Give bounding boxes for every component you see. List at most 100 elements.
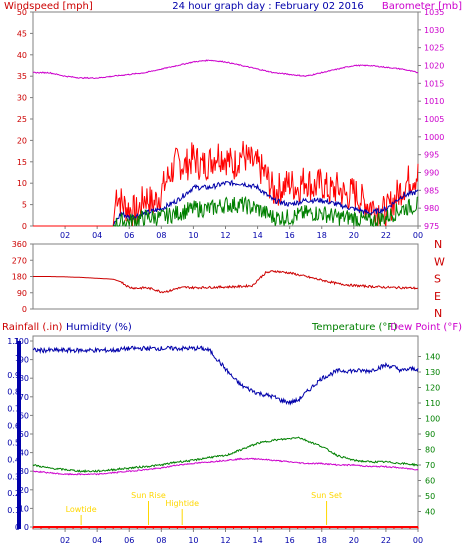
x-tick-label: 00 (413, 231, 423, 240)
baro-y-tick-label: 1025 (424, 44, 444, 53)
x-tick-label: 10 (188, 536, 198, 545)
rain-humidity-temp-panel: Rainfall (.in) Humidity (%) Temperature … (2, 322, 462, 545)
direction-y-tick-label: 270 (12, 256, 27, 265)
wind-y-tick-label: 25 (17, 115, 27, 124)
x-tick-label: 18 (317, 536, 327, 545)
humidity-y-tick-label: 50 (19, 430, 29, 439)
direction-series (33, 270, 419, 294)
humidity-y-tick-label: 20 (19, 486, 29, 495)
x-tick-label: 20 (349, 231, 359, 240)
compass-label: S (434, 273, 441, 286)
rain-y-tick-label: 0.6 (7, 422, 20, 431)
x-tick-label: 20 (349, 536, 359, 545)
x-tick-label: 12 (220, 231, 230, 240)
event-label: Sun Rise (131, 491, 166, 500)
baro-y-tick-label: 1005 (424, 115, 444, 124)
x-tick-label: 04 (92, 231, 102, 240)
baro-y-tick-label: 985 (424, 186, 439, 195)
humidity-y-tick-label: 70 (19, 393, 29, 402)
wind-y-tick-label: 35 (17, 72, 27, 81)
wind-y-tick-label: 10 (17, 179, 27, 188)
temp-y-tick-label: 120 (425, 384, 440, 393)
event-label: Sun Set (311, 491, 342, 500)
baro-y-tick-label: 1030 (424, 26, 444, 35)
baro-y-tick-label: 1020 (424, 62, 444, 71)
baro-y-tick-label: 1000 (424, 133, 444, 142)
temp-y-tick-label: 80 (425, 446, 435, 455)
baro-y-tick-label: 975 (424, 222, 439, 231)
series-gust-line (33, 140, 419, 227)
x-tick-label: 08 (156, 231, 166, 240)
windspeed-barometer-panel: Windspeed [mph] 24 hour graph day : Febr… (4, 1, 462, 240)
direction-y-tick-label: 0 (22, 305, 27, 314)
direction-plot-frame (32, 243, 419, 310)
wind-series (32, 59, 419, 228)
humidity-y-ticks: 0 10 20 30 40 50 60 70 80 90 100 (14, 337, 33, 532)
temp-y-tick-label: 50 (425, 492, 435, 501)
rain-axis-title: Rainfall (.in) (2, 322, 63, 333)
humidity-y-tick-label: 100 (14, 337, 29, 346)
rain-y-tick-label: 0.3 (7, 472, 20, 481)
temp-y-tick-label: 70 (425, 461, 435, 470)
wind-y-tick-label: 30 (17, 94, 27, 103)
humidity-y-tick-label: 90 (19, 356, 29, 365)
compass-label: N (434, 307, 442, 320)
rain-y-tick-label: 0.1 (7, 506, 20, 515)
temp-y-tick-label: 90 (425, 430, 435, 439)
series-speed-line (112, 195, 419, 228)
baro-y-tick-label: 1035 (424, 8, 444, 17)
wind-y-tick-label: 40 (17, 51, 27, 60)
temp-y-tick-label: 100 (425, 415, 440, 424)
wind-y-ticks: 0 5 10 15 20 25 30 35 40 45 50 (17, 8, 33, 231)
temp-y-tick-label: 60 (425, 477, 435, 486)
humidity-y-tick-label: 0 (24, 523, 29, 532)
direction-line (33, 270, 419, 294)
humidity-line (32, 344, 419, 406)
compass-label: N (434, 238, 442, 251)
series-baro-line (32, 59, 419, 80)
x-tick-label: 16 (285, 536, 295, 545)
x-tick-label: 10 (188, 231, 198, 240)
x-tick-label: 22 (381, 536, 391, 545)
temperature-y-ticks: 40 50 60 70 80 90 100 110 120 130 140 (418, 353, 440, 517)
x-tick-label: 06 (124, 231, 134, 240)
bottom-series (17, 341, 419, 529)
direction-y-tick-label: 360 (12, 240, 27, 249)
event-label: Lowtide (66, 505, 97, 514)
wind-plot-frame (32, 11, 419, 227)
series-avg-line (112, 179, 419, 227)
wind-x-ticks: 02 04 06 08 10 12 14 16 18 20 22 00 (60, 226, 423, 240)
rain-scale-bar (17, 341, 21, 529)
dewpoint-line (32, 457, 419, 476)
x-tick-label: 04 (92, 536, 102, 545)
humidity-axis-title: Humidity (%) (66, 322, 132, 333)
barometer-axis-title: Barometer [mb] (382, 1, 462, 12)
wind-y-tick-label: 15 (17, 158, 27, 167)
direction-y-ticks: 0 90 180 270 360 (12, 240, 33, 314)
temperature-axis-title: Temperature (°F) (311, 322, 397, 333)
wind-y-tick-label: 5 (22, 201, 27, 210)
wind-y-tick-label: 0 (22, 222, 27, 231)
x-tick-label: 12 (220, 536, 230, 545)
rain-y-tick-label: 1.1 (7, 337, 20, 346)
event-label: Hightide (165, 499, 199, 508)
rain-y-tick-label: 0.4 (7, 455, 20, 464)
wind-y-tick-label: 20 (17, 136, 27, 145)
x-tick-label: 08 (156, 536, 166, 545)
wind-y-tick-label: 50 (17, 8, 27, 17)
humidity-y-tick-label: 40 (19, 449, 29, 458)
compass-label: E (434, 290, 441, 303)
direction-y-tick-label: 90 (17, 289, 27, 298)
rain-y-tick-label: 0.7 (7, 405, 20, 414)
temp-y-tick-label: 40 (425, 508, 435, 517)
wind-axis-title: Windspeed [mph] (4, 1, 93, 12)
baro-y-tick-label: 990 (424, 169, 439, 178)
temp-y-tick-label: 110 (425, 399, 440, 408)
temp-y-tick-label: 140 (425, 353, 440, 362)
rain-y-tick-label: 0.2 (7, 489, 20, 498)
rain-y-tick-label: 0.8 (7, 388, 20, 397)
bottom-x-ticks: 02 04 06 08 10 12 14 16 18 20 22 00 (32, 527, 423, 545)
baro-y-tick-label: 1010 (424, 97, 444, 106)
